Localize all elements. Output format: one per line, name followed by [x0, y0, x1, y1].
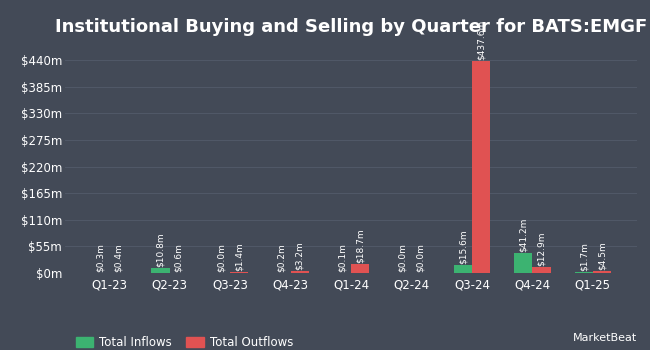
- Text: $18.7m: $18.7m: [356, 228, 365, 263]
- Text: $10.8m: $10.8m: [156, 232, 165, 267]
- Bar: [291, 272, 309, 273]
- Text: $0.0m: $0.0m: [416, 243, 425, 272]
- Text: $1.4m: $1.4m: [235, 243, 244, 271]
- Bar: [230, 272, 248, 273]
- Bar: [472, 61, 490, 273]
- Bar: [454, 265, 472, 273]
- Text: $12.9m: $12.9m: [537, 231, 546, 266]
- Bar: [514, 253, 532, 273]
- Text: MarketBeat: MarketBeat: [573, 333, 637, 343]
- Text: $0.2m: $0.2m: [277, 243, 286, 272]
- Bar: [593, 271, 611, 273]
- Text: $3.2m: $3.2m: [295, 242, 304, 271]
- Text: $0.3m: $0.3m: [96, 243, 105, 272]
- Text: $15.6m: $15.6m: [458, 230, 467, 265]
- Bar: [532, 267, 551, 273]
- Legend: Total Inflows, Total Outflows: Total Inflows, Total Outflows: [71, 331, 298, 350]
- Text: $1.7m: $1.7m: [579, 242, 588, 271]
- Text: $0.6m: $0.6m: [174, 243, 183, 272]
- Text: $0.0m: $0.0m: [398, 243, 407, 272]
- Bar: [351, 264, 369, 273]
- Bar: [151, 268, 170, 273]
- Text: $41.2m: $41.2m: [519, 218, 528, 252]
- Bar: [575, 272, 593, 273]
- Text: $437.6m: $437.6m: [476, 20, 486, 60]
- Text: $0.0m: $0.0m: [216, 243, 226, 272]
- Text: $4.5m: $4.5m: [597, 241, 606, 270]
- Text: $0.4m: $0.4m: [114, 243, 123, 272]
- Text: $0.1m: $0.1m: [337, 243, 346, 272]
- Title: Institutional Buying and Selling by Quarter for BATS:EMGF: Institutional Buying and Selling by Quar…: [55, 18, 647, 36]
